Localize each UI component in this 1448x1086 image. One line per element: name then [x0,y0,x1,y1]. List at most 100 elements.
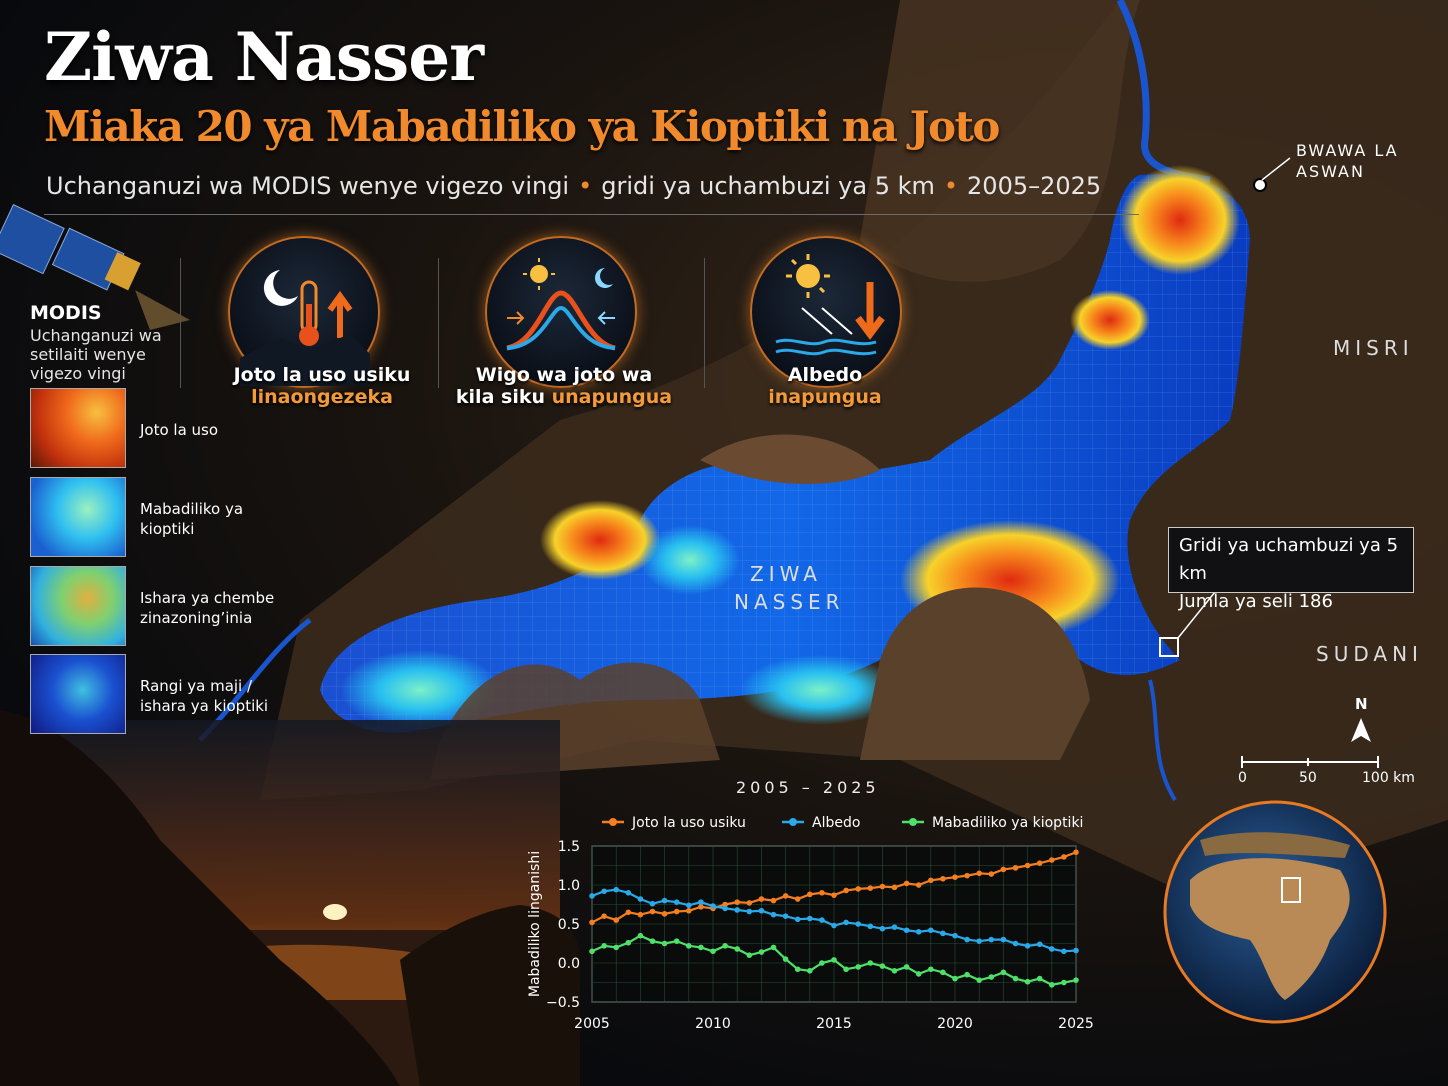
data-point [952,975,958,982]
data-point [952,874,958,880]
data-point [891,884,898,891]
data-point [843,919,849,926]
north-label: N [1355,695,1368,713]
data-point [1000,866,1007,873]
data-point [819,890,825,896]
feature-label-part: kila siku [455,386,552,408]
data-point [698,904,704,910]
page-subtitle: Miaka 20 ya Mabadiliko ya Kioptiki na Jo… [44,102,1000,151]
feature-label-line: kila siku unapungua [449,386,679,408]
data-point [661,897,668,904]
data-point [976,977,982,983]
data-point [988,974,995,980]
data-point [698,944,704,951]
data-point [879,883,886,890]
globe-icon [1163,800,1387,1024]
scale-label: 50 [1299,770,1317,786]
data-point [867,960,874,966]
legend-label: Albedo [812,815,860,831]
separator-dot: • [578,172,593,200]
data-point [589,948,595,955]
data-point [722,905,728,912]
data-point [746,952,753,958]
data-point [710,903,716,909]
data-point [976,938,982,944]
legend-label: Mabadiliko ya kioptiki [140,500,244,538]
data-point [770,911,777,918]
data-point [746,908,753,915]
region-marker [1281,877,1301,903]
data-point [722,943,728,949]
description-line: Uchanganuzi wa MODIS wenye vigezo vingi •… [46,172,1101,200]
desc-method: Uchanganuzi wa MODIS wenye vigezo vingi [46,172,570,200]
data-point [1012,975,1019,982]
data-point [964,971,970,978]
data-point [952,932,958,939]
y-axis-label: Mabadiliko linganishi [527,851,543,997]
y-tick-label: 0.0 [558,956,580,972]
data-point [770,897,777,904]
data-point [734,907,740,913]
grid-cell-marker [1159,637,1179,657]
data-point [976,870,982,877]
header-divider [44,214,1139,215]
data-point [1000,969,1007,976]
data-point [613,886,619,893]
data-point [649,900,656,907]
data-point [637,932,644,939]
data-point [613,917,619,923]
data-point [867,885,874,891]
lake-label: ZIWA [750,562,822,586]
data-point [1061,854,1067,860]
data-point [601,943,607,949]
data-point [746,900,753,906]
data-point [831,957,837,963]
data-point [807,968,813,974]
y-tick-label: 1.5 [558,839,580,855]
data-point [770,944,777,951]
data-point [940,930,946,937]
data-point [855,964,861,970]
data-point [1036,941,1043,948]
data-point [1024,862,1031,869]
data-point [710,948,716,955]
legend-label: Mabadiliko ya kioptiki [932,815,1083,831]
data-point [843,887,849,894]
data-point [1012,940,1019,947]
sidebar-heading: MODIS [30,302,102,324]
data-point [673,908,680,915]
feature-label: Joto la uso usiku linaongezeka [212,364,432,408]
data-point [613,944,619,951]
data-point [794,916,801,923]
legend-swatch-dot [909,818,917,826]
feature-label-line: Albedo [787,364,863,386]
data-point [782,913,789,919]
y-tick-label: 0.5 [558,917,580,933]
country-label-egypt: MISRI [1333,336,1414,360]
data-point [964,872,970,879]
data-point [758,949,765,955]
data-point [722,901,728,908]
data-point [734,946,740,952]
feature-label-line: Joto la uso usiku [233,364,411,386]
country-label-sudan: SUDANI [1316,642,1423,666]
legend-label: Joto la uso usiku [631,815,746,831]
data-point [661,940,668,947]
desc-period: 2005–2025 [967,172,1102,200]
data-point [940,969,946,976]
thumbnail-surface-temp [30,388,126,468]
data-point [891,924,898,930]
divider [438,258,439,388]
moon-thermometer-up-icon [228,236,380,388]
divider [704,258,705,388]
data-point [988,871,995,877]
data-point [686,902,692,909]
thumbnail-water-color [30,654,126,734]
data-point [625,890,632,896]
desc-grid: gridi ya uchambuzi ya 5 km [601,172,935,200]
dam-label-line: BWAWA LA [1296,141,1399,160]
data-point [1024,978,1031,985]
data-point [1073,977,1079,983]
satellite-icon [0,203,190,330]
